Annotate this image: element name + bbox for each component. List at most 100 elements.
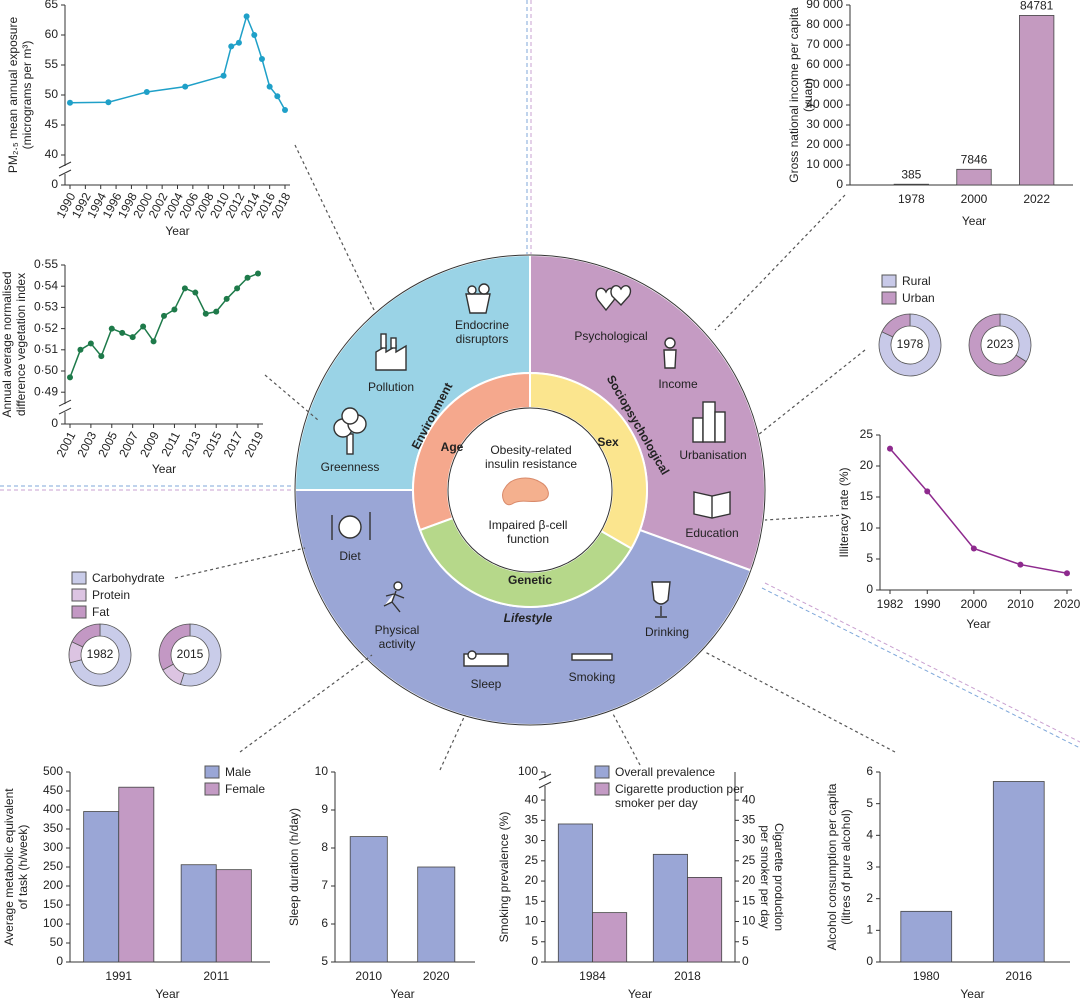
line bbox=[69, 272, 259, 378]
bar bbox=[652, 853, 688, 963]
x-tick-label: 2010 bbox=[355, 969, 382, 983]
bar bbox=[215, 869, 252, 963]
x-axis-label: Year bbox=[390, 987, 414, 1001]
point bbox=[220, 72, 227, 79]
point bbox=[1064, 570, 1070, 577]
y-tick-label: 3 bbox=[866, 859, 873, 873]
pancreas bbox=[502, 477, 549, 506]
legend-swatch bbox=[881, 274, 897, 288]
point bbox=[255, 270, 261, 277]
donut-segment bbox=[881, 313, 911, 338]
x-axis-label: Year bbox=[152, 462, 176, 476]
x-tick-label: 2011 bbox=[203, 969, 229, 983]
legend-label: Urban bbox=[902, 291, 935, 305]
x-tick-label: 1978 bbox=[898, 192, 925, 206]
y-tick-label: 6 bbox=[866, 764, 873, 778]
point bbox=[67, 99, 73, 106]
x-axis-label: Year bbox=[165, 224, 189, 238]
y-tick-label: 15 bbox=[525, 893, 539, 907]
factor-label: Sleep bbox=[470, 677, 502, 691]
point bbox=[243, 13, 250, 20]
legend-swatch bbox=[594, 782, 610, 796]
donut-segment bbox=[71, 623, 101, 648]
connector bbox=[764, 514, 846, 521]
icon-basket bbox=[465, 293, 491, 314]
legend-swatch bbox=[594, 765, 610, 779]
y-axis-label: difference vegetation index bbox=[14, 273, 28, 416]
center-label: Obesity-related insulin resistance bbox=[484, 443, 578, 471]
point bbox=[274, 93, 281, 100]
legend-swatch bbox=[71, 588, 87, 602]
y-tick-label: 200 bbox=[43, 878, 63, 892]
icon-person bbox=[663, 349, 677, 369]
point bbox=[98, 353, 105, 360]
y-tick-label: 4 bbox=[866, 828, 873, 842]
x-tick-label: 2000 bbox=[961, 192, 988, 206]
y-tick-label: 50 000 bbox=[806, 77, 843, 91]
y-axis-label: Gross national income per capita bbox=[787, 7, 801, 183]
y-tick-label: 0 bbox=[866, 582, 873, 596]
y-tick-label: 55 bbox=[45, 57, 59, 71]
y-axis-label: (litres of pure alcohol) bbox=[839, 809, 853, 924]
point bbox=[258, 56, 265, 62]
data-label: 84781 bbox=[1020, 0, 1054, 13]
y-tick-label: 20 bbox=[525, 873, 539, 887]
icon-person bbox=[664, 337, 676, 349]
point bbox=[1017, 561, 1024, 568]
factor-label: Smoking bbox=[568, 670, 616, 684]
long-connectors bbox=[0, 0, 1080, 749]
y-tick-label: 15 bbox=[742, 893, 756, 907]
factor-label: Psychological bbox=[574, 329, 648, 343]
x-axis-label: Year bbox=[155, 987, 179, 1001]
axis-break-label: 100 bbox=[518, 764, 538, 778]
point bbox=[192, 289, 199, 296]
y-tick-label: 0 bbox=[866, 954, 873, 968]
axis-break-label: 0 bbox=[51, 177, 58, 191]
factor-label: Greenness bbox=[320, 460, 380, 474]
y-axis-label: (yuan) bbox=[801, 78, 815, 112]
connector bbox=[704, 651, 896, 753]
x-tick-label: 2018 bbox=[674, 969, 701, 983]
y-tick-label: 25 bbox=[742, 853, 756, 867]
bar bbox=[118, 786, 155, 963]
y-tick-label: 20 000 bbox=[806, 137, 843, 151]
y-tick-label: 150 bbox=[43, 897, 63, 911]
point bbox=[150, 338, 157, 345]
point bbox=[228, 43, 235, 50]
legend-label: Cigarette production per smoker per day bbox=[615, 782, 744, 810]
x-axis-label: Year bbox=[960, 987, 984, 1001]
bar bbox=[687, 877, 723, 963]
inner-label: Genetic bbox=[507, 573, 553, 587]
y-tick-label: 0 bbox=[742, 954, 749, 968]
x-tick-label: 1991 bbox=[105, 969, 132, 983]
data-label: 7846 bbox=[961, 152, 988, 166]
axis-break bbox=[58, 407, 72, 415]
y-tick-label: 0·53 bbox=[34, 300, 58, 314]
x-tick-label: 2000 bbox=[960, 597, 987, 611]
legend-swatch bbox=[71, 605, 87, 619]
x-tick-label: 1984 bbox=[579, 969, 606, 983]
y-tick-label: 8 bbox=[321, 840, 328, 854]
x-tick-label: 2020 bbox=[423, 969, 450, 983]
point bbox=[235, 39, 242, 46]
x-tick-label: 2019 bbox=[242, 429, 267, 459]
connector bbox=[757, 349, 866, 436]
icon-building bbox=[692, 417, 704, 443]
icon-glass bbox=[651, 581, 671, 618]
bar bbox=[83, 811, 120, 963]
bar bbox=[992, 781, 1045, 963]
y-tick-label: 2 bbox=[866, 891, 873, 905]
point bbox=[202, 310, 209, 317]
connector bbox=[439, 714, 466, 771]
y-tick-label: 65 bbox=[45, 0, 59, 11]
y-tick-label: 60 bbox=[45, 27, 59, 41]
point bbox=[181, 285, 188, 292]
x-tick-label: 1990 bbox=[914, 597, 941, 611]
donut-label: 1982 bbox=[87, 647, 114, 661]
axis-break bbox=[58, 161, 72, 169]
y-tick-label: 1 bbox=[866, 923, 873, 937]
connector bbox=[761, 587, 1080, 749]
legend-swatch bbox=[881, 291, 897, 305]
y-tick-label: 40 bbox=[742, 792, 756, 806]
